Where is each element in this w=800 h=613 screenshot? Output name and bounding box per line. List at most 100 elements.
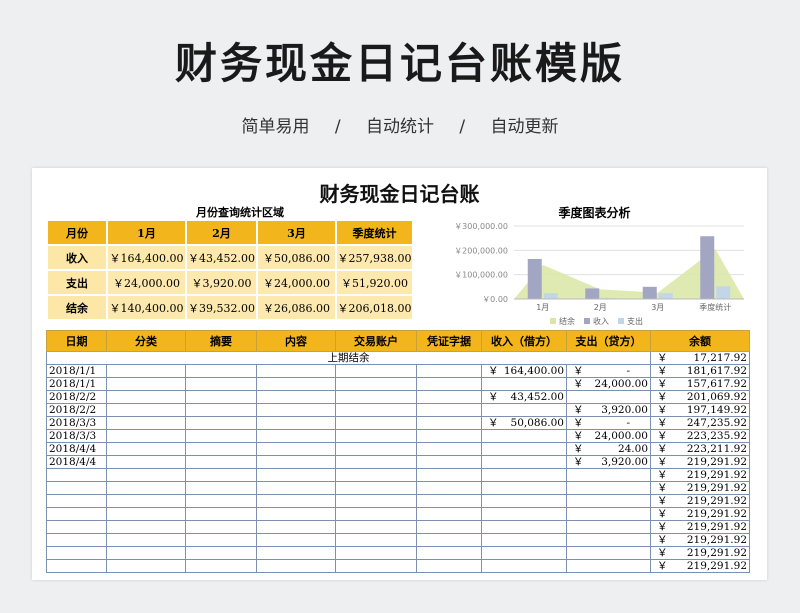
expense-cell[interactable]: ￥ 24,000.00 <box>566 377 651 391</box>
balance-cell[interactable]: ￥ 197,149.92 <box>650 403 750 417</box>
balance-cell[interactable]: ￥ 201,069.92 <box>650 390 750 404</box>
income-cell[interactable] <box>481 429 567 443</box>
voucher-cell[interactable] <box>416 559 482 573</box>
income-cell[interactable] <box>481 377 567 391</box>
summary-cell[interactable] <box>185 546 257 560</box>
expense-cell[interactable] <box>566 481 651 495</box>
expense-cell[interactable] <box>566 507 651 521</box>
summary-cell[interactable]: ￥24,000.00 <box>256 269 337 296</box>
account-cell[interactable] <box>335 507 417 521</box>
balance-cell[interactable]: ￥ 219,291.92 <box>650 546 750 560</box>
date-cell[interactable]: 2018/4/4 <box>46 455 107 469</box>
content-cell[interactable] <box>256 403 336 417</box>
category-cell[interactable] <box>106 429 186 443</box>
income-cell[interactable] <box>481 494 567 508</box>
account-cell[interactable] <box>335 468 417 482</box>
account-cell[interactable] <box>335 403 417 417</box>
summary-cell[interactable]: ￥206,018.00 <box>335 294 414 321</box>
summary-cell[interactable]: ￥24,000.00 <box>106 269 187 296</box>
expense-cell[interactable] <box>566 494 651 508</box>
content-cell[interactable] <box>256 494 336 508</box>
date-cell[interactable]: 2018/2/2 <box>46 403 107 417</box>
opening-balance-cell[interactable]: ￥ 17,217.92 <box>650 351 750 365</box>
content-cell[interactable] <box>256 520 336 534</box>
expense-cell[interactable] <box>566 520 651 534</box>
category-cell[interactable] <box>106 507 186 521</box>
voucher-cell[interactable] <box>416 494 482 508</box>
voucher-cell[interactable] <box>416 481 482 495</box>
date-cell[interactable] <box>46 468 107 482</box>
category-cell[interactable] <box>106 364 186 378</box>
account-cell[interactable] <box>335 533 417 547</box>
income-cell[interactable] <box>481 455 567 469</box>
account-cell[interactable] <box>335 481 417 495</box>
summary-cell[interactable] <box>185 429 257 443</box>
summary-cell[interactable] <box>185 507 257 521</box>
expense-cell[interactable]: ￥ 24.00 <box>566 442 651 456</box>
income-cell[interactable] <box>481 442 567 456</box>
voucher-cell[interactable] <box>416 533 482 547</box>
content-cell[interactable] <box>256 364 336 378</box>
content-cell[interactable] <box>256 429 336 443</box>
income-cell[interactable] <box>481 533 567 547</box>
category-cell[interactable] <box>106 520 186 534</box>
balance-cell[interactable]: ￥ 219,291.92 <box>650 559 750 573</box>
summary-cell[interactable] <box>185 455 257 469</box>
category-cell[interactable] <box>106 559 186 573</box>
summary-cell[interactable] <box>185 442 257 456</box>
content-cell[interactable] <box>256 377 336 391</box>
account-cell[interactable] <box>335 377 417 391</box>
voucher-cell[interactable] <box>416 377 482 391</box>
expense-cell[interactable] <box>566 559 651 573</box>
account-cell[interactable] <box>335 416 417 430</box>
balance-cell[interactable]: ￥ 219,291.92 <box>650 494 750 508</box>
voucher-cell[interactable] <box>416 520 482 534</box>
expense-cell[interactable]: ￥ - <box>566 364 651 378</box>
summary-cell[interactable] <box>185 559 257 573</box>
voucher-cell[interactable] <box>416 364 482 378</box>
income-cell[interactable] <box>481 403 567 417</box>
income-cell[interactable]: ￥ 164,400.00 <box>481 364 567 378</box>
voucher-cell[interactable] <box>416 390 482 404</box>
account-cell[interactable] <box>335 364 417 378</box>
voucher-cell[interactable] <box>416 468 482 482</box>
voucher-cell[interactable] <box>416 507 482 521</box>
category-cell[interactable] <box>106 468 186 482</box>
date-cell[interactable] <box>46 546 107 560</box>
expense-cell[interactable]: ￥ - <box>566 416 651 430</box>
account-cell[interactable] <box>335 520 417 534</box>
income-cell[interactable] <box>481 481 567 495</box>
income-cell[interactable] <box>481 507 567 521</box>
income-cell[interactable] <box>481 546 567 560</box>
summary-cell[interactable] <box>185 520 257 534</box>
content-cell[interactable] <box>256 481 336 495</box>
income-cell[interactable] <box>481 520 567 534</box>
account-cell[interactable] <box>335 390 417 404</box>
date-cell[interactable]: 2018/1/1 <box>46 377 107 391</box>
summary-cell[interactable]: ￥50,086.00 <box>256 244 337 271</box>
balance-cell[interactable]: ￥ 219,291.92 <box>650 533 750 547</box>
summary-cell[interactable] <box>185 494 257 508</box>
category-cell[interactable] <box>106 494 186 508</box>
summary-cell[interactable] <box>185 390 257 404</box>
category-cell[interactable] <box>106 377 186 391</box>
income-cell[interactable]: ￥ 43,452.00 <box>481 390 567 404</box>
balance-cell[interactable]: ￥ 219,291.92 <box>650 481 750 495</box>
voucher-cell[interactable] <box>416 429 482 443</box>
income-cell[interactable] <box>481 559 567 573</box>
summary-cell[interactable] <box>185 468 257 482</box>
account-cell[interactable] <box>335 494 417 508</box>
summary-cell[interactable]: ￥257,938.00 <box>335 244 414 271</box>
expense-cell[interactable] <box>566 533 651 547</box>
summary-cell[interactable] <box>185 403 257 417</box>
date-cell[interactable]: 2018/1/1 <box>46 364 107 378</box>
content-cell[interactable] <box>256 546 336 560</box>
expense-cell[interactable]: ￥ 3,920.00 <box>566 455 651 469</box>
balance-cell[interactable]: ￥ 181,617.92 <box>650 364 750 378</box>
voucher-cell[interactable] <box>416 442 482 456</box>
content-cell[interactable] <box>256 507 336 521</box>
summary-cell[interactable] <box>185 416 257 430</box>
date-cell[interactable] <box>46 481 107 495</box>
expense-cell[interactable] <box>566 546 651 560</box>
balance-cell[interactable]: ￥ 223,211.92 <box>650 442 750 456</box>
